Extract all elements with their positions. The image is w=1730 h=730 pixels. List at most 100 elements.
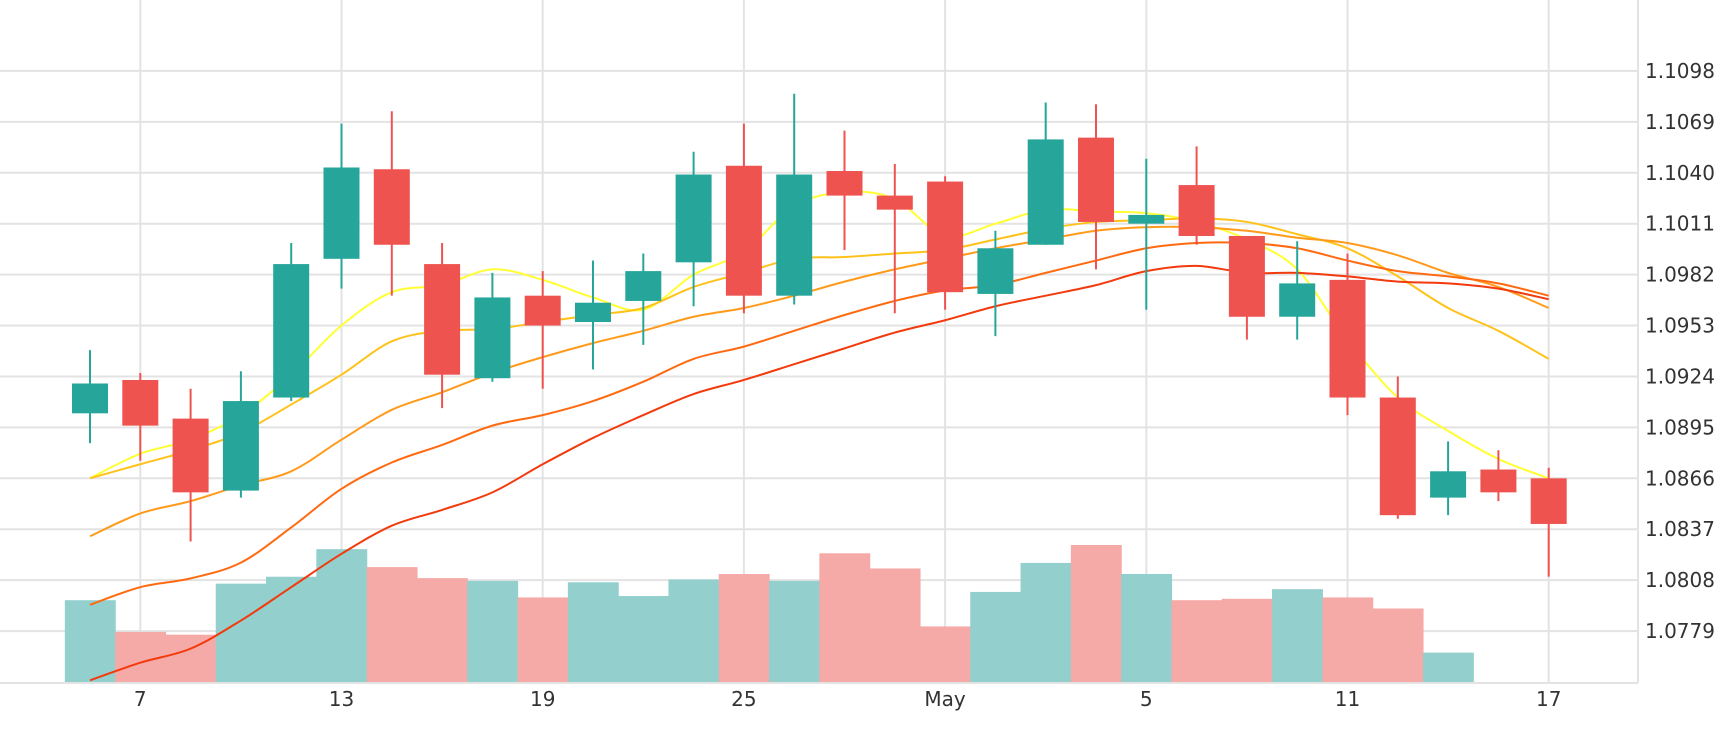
candle xyxy=(1480,450,1517,502)
volume-bar xyxy=(718,573,770,683)
candle-body xyxy=(977,248,1014,294)
candle-body xyxy=(675,174,712,263)
candle xyxy=(1178,146,1215,245)
candle-body xyxy=(725,165,762,296)
candle xyxy=(222,371,259,498)
candle xyxy=(826,130,863,251)
candle-body xyxy=(323,167,360,259)
candle xyxy=(1027,102,1064,245)
volume-bar xyxy=(1322,597,1374,683)
volume-bar xyxy=(1171,600,1223,683)
volume-bar xyxy=(266,576,317,683)
volume-bar xyxy=(165,634,217,683)
y-tick-label: 1.0866 xyxy=(1645,466,1715,490)
x-tick-label: 11 xyxy=(1335,687,1360,711)
candle-body xyxy=(1078,137,1114,222)
volume-bar xyxy=(769,580,820,683)
volume-bar xyxy=(215,583,267,683)
volume-bar xyxy=(467,580,519,683)
candle-body xyxy=(1027,139,1064,245)
axes: 1.1098 1.1069 1.1040 1.1011 1.0982 1.0953 1.09… xyxy=(0,0,1715,711)
candle xyxy=(776,93,813,305)
candle xyxy=(876,163,913,314)
candle xyxy=(1379,376,1416,519)
y-tick-label: 1.0982 xyxy=(1645,263,1715,287)
candle xyxy=(72,350,108,444)
candle-body xyxy=(172,418,209,493)
y-tick-label: 1.1069 xyxy=(1645,110,1715,134)
volume-bar xyxy=(1121,573,1173,683)
volume-bar xyxy=(517,597,569,683)
candle-body xyxy=(524,295,561,326)
candle xyxy=(625,253,662,345)
moving-average-line xyxy=(89,225,1550,538)
moving-average-lines xyxy=(89,190,1550,682)
volume-bar xyxy=(1372,608,1424,683)
y-tick-label: 1.0837 xyxy=(1645,517,1715,541)
candle xyxy=(575,260,611,370)
y-tick-label: 1.1040 xyxy=(1645,161,1715,185)
candle-body xyxy=(273,264,310,398)
candle xyxy=(675,151,712,307)
volume-bar xyxy=(1020,562,1072,683)
candle-body xyxy=(575,302,611,323)
candle xyxy=(474,272,511,382)
volume-bar xyxy=(618,596,670,683)
candle xyxy=(1430,441,1467,516)
candle-body xyxy=(373,169,410,245)
volume-bar xyxy=(819,553,871,683)
volume-bar xyxy=(366,567,418,683)
candle-body xyxy=(1530,478,1567,524)
x-tick-label: 25 xyxy=(731,687,756,711)
x-tick-label: May xyxy=(924,687,966,711)
moving-average-line xyxy=(89,264,1549,682)
candle xyxy=(172,388,209,542)
candle xyxy=(122,372,159,461)
volume-bar xyxy=(316,549,368,683)
y-tick-label: 1.1011 xyxy=(1645,212,1715,236)
candle xyxy=(725,123,762,314)
candle xyxy=(977,230,1014,337)
candle-body xyxy=(122,379,159,426)
volume-bar xyxy=(1422,652,1474,683)
candle-body xyxy=(1329,279,1366,398)
candle-body xyxy=(1480,469,1517,493)
y-tick-label: 1.0953 xyxy=(1645,314,1715,338)
volume-bar xyxy=(869,568,921,683)
candle xyxy=(323,123,360,289)
candle-body xyxy=(424,264,461,375)
volume-bars xyxy=(64,545,1474,683)
y-tick-label: 1.0808 xyxy=(1645,568,1715,592)
volume-bar xyxy=(1221,598,1273,683)
candle-body xyxy=(1128,214,1165,224)
candle-body xyxy=(927,181,964,293)
candle-body xyxy=(1228,235,1265,317)
x-tick-label: 13 xyxy=(329,687,354,711)
candle-body xyxy=(876,195,913,210)
volume-bar xyxy=(1070,545,1122,683)
x-tick-label: 5 xyxy=(1140,687,1153,711)
candle xyxy=(927,176,964,310)
candle-body xyxy=(1430,471,1467,498)
moving-average-line xyxy=(89,241,1549,606)
candle xyxy=(273,243,310,402)
candle-body xyxy=(474,297,511,379)
x-tick-label: 7 xyxy=(134,687,147,711)
candle xyxy=(1128,158,1165,310)
y-tick-label: 1.0779 xyxy=(1645,619,1715,643)
grid xyxy=(0,0,1638,683)
candle xyxy=(424,243,461,409)
candle xyxy=(1329,253,1366,416)
y-tick-label: 1.1098 xyxy=(1645,59,1715,83)
candle xyxy=(1078,104,1114,270)
candle-body xyxy=(72,383,108,414)
candle xyxy=(1279,241,1316,340)
volume-bar xyxy=(970,591,1022,683)
candle-body xyxy=(1279,283,1316,317)
volume-bar xyxy=(416,578,468,683)
x-tick-label: 19 xyxy=(530,687,555,711)
candle xyxy=(373,111,410,296)
y-tick-label: 1.0924 xyxy=(1645,364,1715,388)
